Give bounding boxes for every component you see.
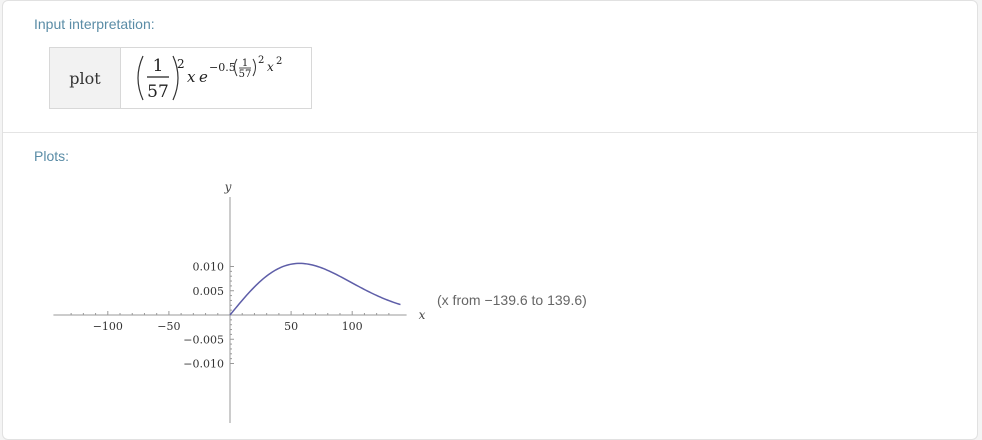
- exp-var-x: x: [267, 60, 274, 74]
- x-tick-label: −50: [157, 320, 180, 333]
- frac-numerator: 1: [153, 56, 164, 76]
- euler-e: e: [199, 68, 208, 86]
- y-axis-label: y: [224, 180, 232, 194]
- input-interpretation-table: plot 1 57 2 x e −0.5 1 57 2 x 2: [49, 47, 312, 109]
- exp-frac-numerator: 1: [242, 58, 248, 69]
- outer-exponent: 2: [177, 57, 185, 71]
- plots-title: Plots:: [34, 148, 70, 164]
- var-x: x: [187, 68, 196, 86]
- x-axis-label: x: [419, 308, 426, 322]
- x-tick-label: −100: [93, 320, 123, 333]
- exp-frac-denominator: 57: [239, 69, 252, 80]
- interp-label-cell: plot: [50, 48, 121, 108]
- exp-inner-power: 2: [258, 55, 264, 66]
- y-tick-label: 0.010: [193, 261, 225, 274]
- interp-expression-cell: 1 57 2 x e −0.5 1 57 2 x 2: [121, 48, 311, 108]
- input-interpretation-title: Input interpretation:: [34, 16, 155, 32]
- pod-divider: [3, 132, 977, 133]
- plot-curves: [229, 262, 401, 316]
- y-tick-label: 0.005: [193, 285, 225, 298]
- exponent-coefficient: −0.5: [209, 61, 236, 74]
- plot-ticks: −100 −50 50 100 0.010 0.005 −0.005 −0.010: [70, 261, 390, 371]
- plot-range-note: (x from −139.6 to 139.6): [437, 292, 587, 308]
- series-line: [229, 262, 401, 316]
- frac-denominator: 57: [147, 82, 169, 102]
- x-tick-label: 50: [284, 320, 298, 333]
- x-tick-label: 100: [342, 320, 363, 333]
- y-tick-label: −0.010: [183, 358, 224, 371]
- expression-formula: 1 57 2 x e −0.5 1 57 2 x 2: [137, 55, 282, 102]
- y-tick-label: −0.005: [183, 333, 224, 346]
- exp-var-power: 2: [276, 56, 282, 67]
- plot-axes: xy: [53, 180, 426, 423]
